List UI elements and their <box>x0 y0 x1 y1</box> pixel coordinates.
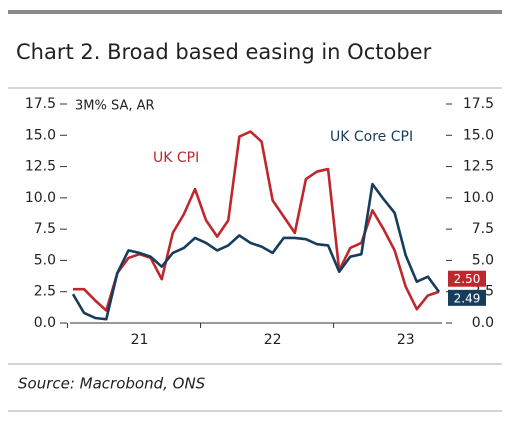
y-tick-label: 17.5 <box>25 96 56 112</box>
y-tick-label: 7.5 <box>34 221 56 237</box>
end-label: 2.49 <box>454 291 481 305</box>
y-tick-label: 15.0 <box>25 127 56 143</box>
end-label: 2.50 <box>454 272 481 286</box>
y2-tick-label: 0.0 <box>472 315 494 331</box>
y-tick-label: 0.0 <box>34 315 56 331</box>
top-bar <box>8 10 502 14</box>
x-tick-label: 22 <box>264 332 282 348</box>
series-name: UK CPI <box>153 150 199 166</box>
x-tick-label: 23 <box>397 332 415 348</box>
y-tick-label: 5.0 <box>34 252 56 268</box>
y-tick-label: 10.0 <box>25 190 56 206</box>
y-tick-label: 2.5 <box>34 284 56 300</box>
y-tick-label: 12.5 <box>25 159 56 175</box>
end-label-box <box>448 270 486 287</box>
y2-tick-label: 17.5 <box>463 96 494 112</box>
end-label-box <box>448 289 486 306</box>
y2-tick-label: 5.0 <box>472 252 494 268</box>
y2-tick-label: 10.0 <box>463 190 494 206</box>
y2-tick-label: 7.5 <box>472 221 494 237</box>
x-tick-label: 21 <box>131 332 149 348</box>
series-line <box>73 130 440 312</box>
source: Source: Macrobond, ONS <box>18 375 206 393</box>
y2-tick-label: 15.0 <box>463 127 494 143</box>
series-name: UK Core CPI <box>330 129 413 145</box>
y2-tick-label: 12.5 <box>463 159 494 175</box>
series-line <box>71 182 441 321</box>
chart-title: Chart 2. Broad based easing in October <box>16 40 432 64</box>
y-axis-label: 3M% SA, AR <box>75 99 155 114</box>
